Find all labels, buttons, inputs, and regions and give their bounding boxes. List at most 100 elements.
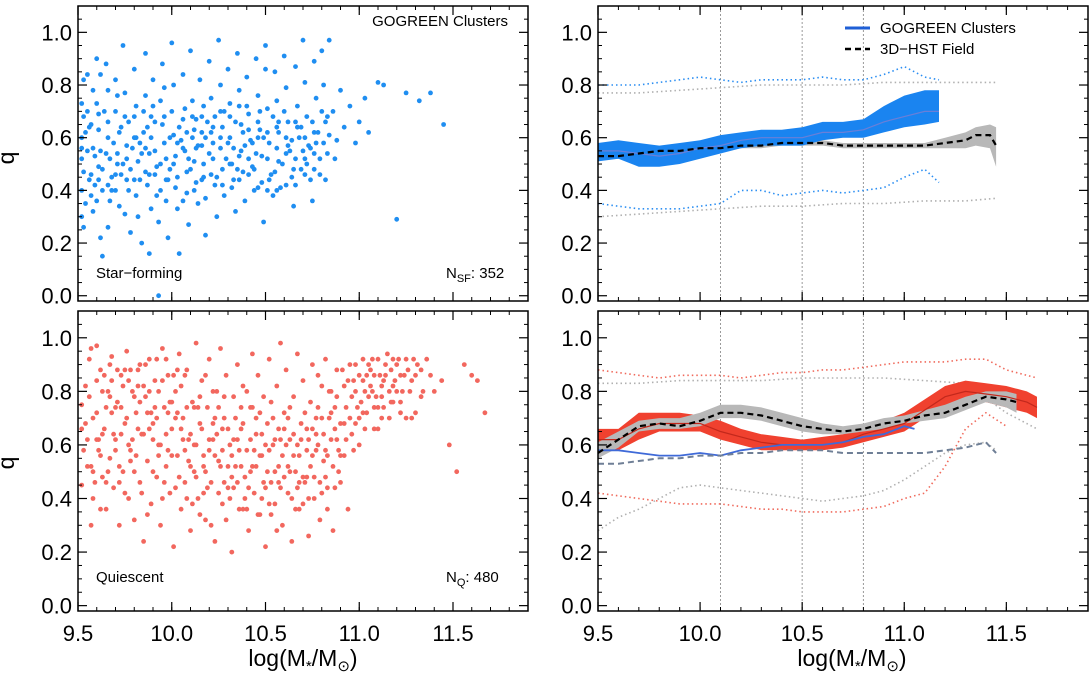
panel-quiescent-medians: 0.0 0.2 0.4 0.6 0.8 1.0 9.5 10.0 10.5 11.0 11.5 [561, 310, 1089, 646]
bl-scatter-point [124, 415, 130, 421]
bl-scatter-point [377, 372, 383, 378]
tl-count-colon: : [471, 265, 479, 282]
bl-scatter-point [201, 453, 207, 458]
bl-scatter-point [424, 356, 430, 362]
br-xtick-label: 9.5 [583, 621, 614, 646]
tl-scatter-point [353, 140, 358, 146]
bl-scatter-point [386, 389, 392, 394]
bl-scatter-point [178, 506, 184, 512]
bl-scatter-point [325, 485, 330, 491]
bl-scatter-point [116, 522, 122, 528]
bl-scatter-point [263, 442, 268, 448]
tl-scatter-point [375, 80, 381, 85]
tl-scatter-point [131, 114, 137, 119]
bl-scatter-point [191, 442, 197, 448]
bl-scatter-point [413, 410, 418, 416]
bl-scatter-point [319, 415, 325, 421]
bl-scatter-point [171, 372, 177, 378]
tr-cluster-lower-percentile [597, 168, 940, 210]
bl-scatter-point [289, 539, 295, 544]
bl-scatter-point [336, 447, 341, 453]
bl-scatter-point [319, 490, 325, 496]
bl-scatter-point [160, 346, 165, 351]
bl-scatter-point [371, 372, 377, 378]
tl-scatter-point [265, 130, 270, 135]
tl-scatter-point [173, 185, 178, 191]
bl-scatter-point [201, 464, 207, 469]
tl-scatter-point [165, 177, 171, 183]
bl-scatter-point [101, 426, 107, 432]
tl-ytick-label: 0.0 [41, 284, 72, 309]
tl-scatter-point [115, 151, 120, 156]
bl-scatter-point [276, 426, 281, 432]
tl-scatter-point [394, 216, 400, 222]
bl-scatter-point [388, 367, 394, 373]
bl-scatter-point [268, 480, 274, 485]
tl-scatter-point [227, 101, 233, 106]
bl-scatter-point [212, 539, 218, 544]
br-cluster-upper-percentile [597, 358, 1038, 379]
tl-scatter-point [148, 135, 154, 141]
bl-scatter-point [238, 426, 244, 432]
bl-scatter-point [137, 362, 143, 367]
tl-scatter-point [103, 61, 109, 67]
bl-scatter-point [182, 447, 188, 453]
bl-scatter-point [300, 501, 306, 507]
tl-scatter-point [242, 198, 248, 204]
tl-scatter-point [227, 114, 233, 119]
bl-scatter-point [216, 490, 222, 496]
bl-scatter-point [334, 367, 340, 373]
bl-scatter-point [154, 474, 160, 480]
bl-scatter-point [236, 506, 242, 512]
bl-scatter-point [266, 501, 272, 507]
tl-scatter-point [203, 195, 208, 201]
bl-scatter-point [283, 367, 289, 373]
tl-scatter-point [283, 85, 289, 91]
bl-scatter-point [225, 426, 231, 432]
tl-scatter-point [143, 145, 148, 151]
bl-scatter-point [306, 496, 311, 501]
bl-scatter-point [103, 405, 109, 410]
tl-scatter-point [251, 166, 257, 172]
tl-scatter-point [347, 103, 353, 109]
tl-scatter-point [81, 169, 86, 175]
bl-scatter-point [165, 447, 171, 453]
bl-scatter-point [158, 522, 163, 528]
tl-scatter-point [293, 182, 298, 188]
tl-scatter-point [199, 130, 205, 135]
bl-scatter-point [154, 356, 160, 362]
tl-scatter-point [265, 156, 270, 162]
tl-scatter-point [160, 61, 165, 67]
tl-scatter-point [188, 48, 193, 54]
bl-scatter-point [296, 480, 302, 485]
tl-scatter-point [235, 166, 240, 172]
bl-scatter-point [304, 426, 310, 432]
bl-ytick-label: 0.0 [41, 594, 72, 619]
tl-scatter-point [321, 82, 326, 88]
bl-scatter-point [375, 356, 381, 362]
tl-scatter-point [326, 132, 332, 138]
bl-scatter-point [356, 415, 362, 421]
bl-scatter-point [250, 464, 255, 469]
tl-scatter-point [313, 140, 319, 146]
tl-scatter-point [158, 188, 163, 193]
bl-scatter-point [375, 426, 381, 432]
bl-scatter-point [160, 496, 165, 501]
tl-scatter-point [90, 87, 96, 93]
bl-scatter-point [137, 480, 143, 485]
bl-scatter-point [171, 544, 177, 550]
bl-scatter-point [195, 496, 201, 501]
bl-scatter-point [439, 378, 445, 383]
bl-scatter-point [175, 453, 180, 458]
bl-scatter-point [131, 394, 137, 400]
bl-scatter-point [315, 442, 321, 448]
tl-scatter-point [225, 66, 231, 72]
br-cluster-lower-percentile [597, 411, 1007, 513]
bl-scatter-point [148, 410, 154, 416]
bl-scatter-point [341, 453, 347, 458]
bl-scatter-point [251, 447, 257, 453]
tr-ytick-label: 0.4 [561, 178, 592, 203]
tl-scatter-point [403, 90, 409, 96]
bl-scatter-point [235, 480, 240, 485]
bl-scatter-point [411, 356, 416, 362]
